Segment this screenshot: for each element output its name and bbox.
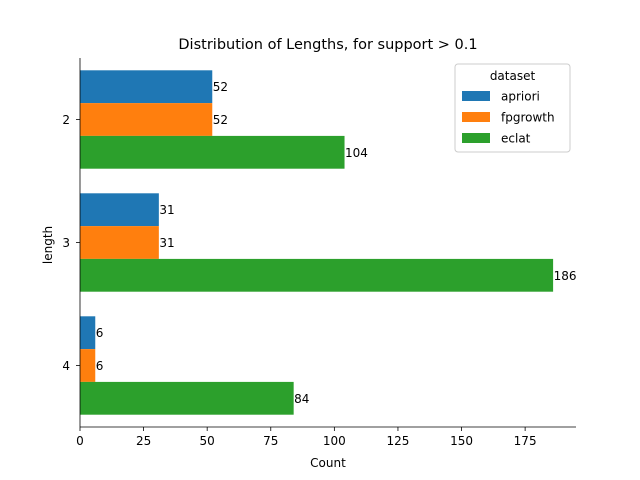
legend-label-fpgrowth: fpgrowth [501, 111, 555, 125]
legend-swatch-apriori [462, 91, 490, 101]
bar-apriori-4 [80, 316, 96, 350]
legend-box [454, 63, 571, 153]
y-tick-label-3: 3 [62, 236, 70, 250]
legend-label-apriori: apriori [501, 90, 540, 104]
chart-title: Distribution of Lengths, for support > 0… [178, 37, 477, 53]
y-tick-label-4: 4 [62, 359, 70, 373]
legend-label-eclat: eclat [501, 132, 531, 146]
bar-apriori-3 [80, 193, 159, 227]
x-tick-label-125: 125 [386, 434, 409, 448]
x-tick-label-0: 0 [76, 434, 84, 448]
bar-fpgrowth-2 [80, 103, 213, 136]
plot-area: 52 52 104 31 31 186 6 6 84 0 25 50 75 100 125 150 175 2 3 4 [62, 58, 577, 448]
data-label-fpgrowth-4: 6 [96, 359, 104, 373]
bar-eclat-3 [80, 258, 554, 292]
y-tick-label-2: 2 [62, 113, 70, 127]
bar-apriori-2 [80, 70, 213, 104]
data-label-apriori-3: 31 [159, 203, 174, 217]
bar-fpgrowth-3 [80, 226, 159, 259]
x-tick-label-25: 25 [136, 434, 151, 448]
bar-eclat-4 [80, 381, 294, 415]
legend-title: dataset [490, 69, 536, 83]
data-label-eclat-4: 84 [294, 392, 309, 406]
data-label-eclat-3: 186 [554, 269, 577, 283]
legend-swatch-fpgrowth [462, 112, 490, 122]
x-tick-label-75: 75 [263, 434, 278, 448]
data-label-apriori-4: 6 [96, 326, 104, 340]
data-label-apriori-2: 52 [213, 80, 228, 94]
legend-swatch-eclat [462, 133, 490, 143]
y-axis-label: length [41, 226, 55, 264]
legend: dataset apriori fpgrowth eclat [454, 63, 571, 153]
data-label-fpgrowth-3: 31 [159, 236, 174, 250]
x-tick-label-50: 50 [200, 434, 215, 448]
x-tick-label-100: 100 [323, 434, 346, 448]
bar-fpgrowth-4 [80, 349, 96, 382]
x-tick-label-150: 150 [450, 434, 473, 448]
x-tick-label-175: 175 [514, 434, 537, 448]
bar-eclat-2 [80, 135, 345, 169]
data-label-eclat-2: 104 [345, 146, 368, 160]
data-label-fpgrowth-2: 52 [213, 113, 228, 127]
x-axis-label: Count [310, 456, 346, 470]
